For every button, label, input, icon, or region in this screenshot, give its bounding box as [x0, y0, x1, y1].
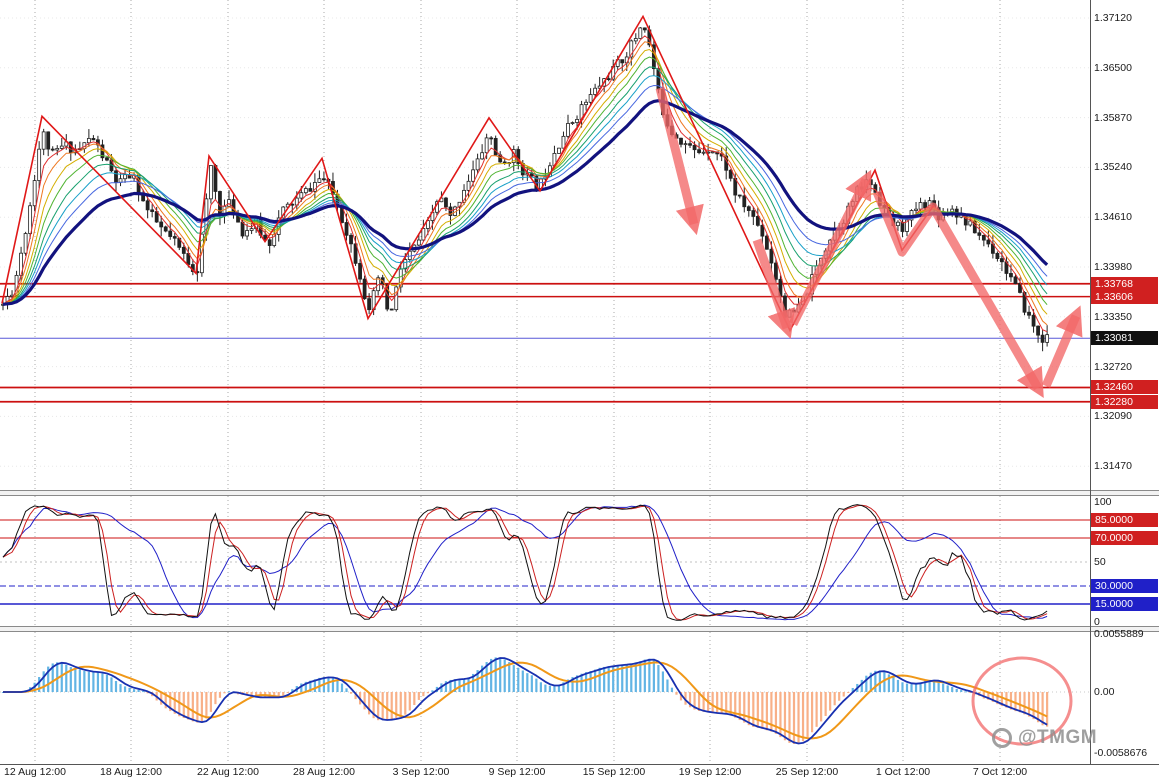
ma-ribbon-line	[2, 75, 1048, 305]
ma-ribbon-line	[2, 56, 1048, 306]
ao-histogram	[1, 657, 1049, 744]
ma-ribbon-line	[2, 66, 1048, 305]
candlestick-series	[1, 25, 1050, 352]
watermark-text: @TMGM	[1018, 727, 1098, 748]
trend-arrow	[1041, 305, 1083, 388]
stoch-slow-line	[2, 504, 1048, 621]
watermark: @TMGM	[992, 727, 1097, 749]
stoch-main-line	[2, 504, 1048, 621]
annotation-circle	[971, 656, 1073, 746]
trend-arrow	[872, 190, 1044, 398]
stoch-signal-line	[2, 504, 1048, 621]
broker-logo-icon	[992, 728, 1012, 748]
trend-arrow	[752, 238, 796, 339]
ao-slow-line	[3, 661, 1048, 740]
panel-separator[interactable]	[0, 490, 1159, 496]
ma-main-line	[2, 99, 1049, 306]
panel-separator[interactable]	[0, 626, 1159, 632]
trend-arrow	[655, 86, 704, 236]
ao-fast-line	[3, 657, 1048, 745]
ma-ribbon-line	[2, 84, 1048, 305]
ma-ribbon-line	[2, 48, 1048, 315]
trend-arrow	[788, 169, 872, 327]
